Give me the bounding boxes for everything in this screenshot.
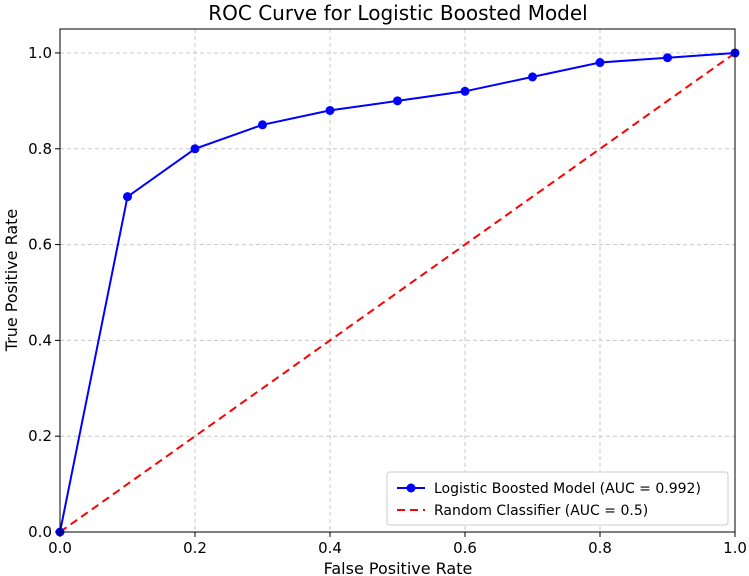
legend-box	[386, 471, 729, 526]
y-tick-label: 1.0	[28, 44, 52, 62]
model-roc-point	[190, 144, 200, 154]
model-roc-point	[528, 72, 537, 82]
x-tick-label: 0.2	[183, 539, 207, 557]
random-classifier-line	[59, 52, 736, 533]
y-tick-label: 0.2	[28, 427, 52, 445]
plot-frame	[59, 28, 736, 533]
legend-marker	[406, 483, 416, 493]
legend-label: Logistic Boosted Model (AUC = 0.992)	[434, 481, 701, 497]
model-roc-point	[393, 96, 402, 106]
ticks: 0.0 0.2 0.4 0.6 0.8 1.0 0.0 0.2 0.4 0.6 0.8 1.0	[28, 44, 747, 557]
legend-label: Random Classifier (AUC = 0.5)	[434, 503, 648, 519]
x-tick-label: 0.8	[588, 539, 612, 557]
x-tick-label: 0.6	[453, 539, 477, 557]
x-axis-title: False Positive Rate	[324, 559, 473, 576]
y-tick-label: 0.0	[28, 523, 52, 541]
y-axis-title: True Positive Rate	[2, 209, 21, 353]
model-roc-point	[663, 53, 672, 63]
y-tick-label: 0.6	[28, 236, 52, 254]
model-roc-point	[595, 58, 605, 68]
x-tick-label: 1.0	[723, 539, 747, 557]
x-tick-label: 0.4	[318, 539, 342, 557]
y-tick-label: 0.4	[28, 331, 52, 349]
model-roc-point	[258, 120, 267, 130]
legend: Logistic Boosted Model (AUC = 0.992) Rand…	[386, 471, 729, 526]
y-tick-label: 0.8	[28, 140, 52, 158]
model-roc-point	[460, 86, 470, 96]
model-roc-point	[123, 192, 132, 202]
chart-title: ROC Curve for Logistic Boosted Model	[208, 1, 588, 25]
model-roc-point	[325, 105, 335, 115]
x-tick-label: 0.0	[48, 539, 72, 557]
series-layer	[55, 48, 740, 537]
